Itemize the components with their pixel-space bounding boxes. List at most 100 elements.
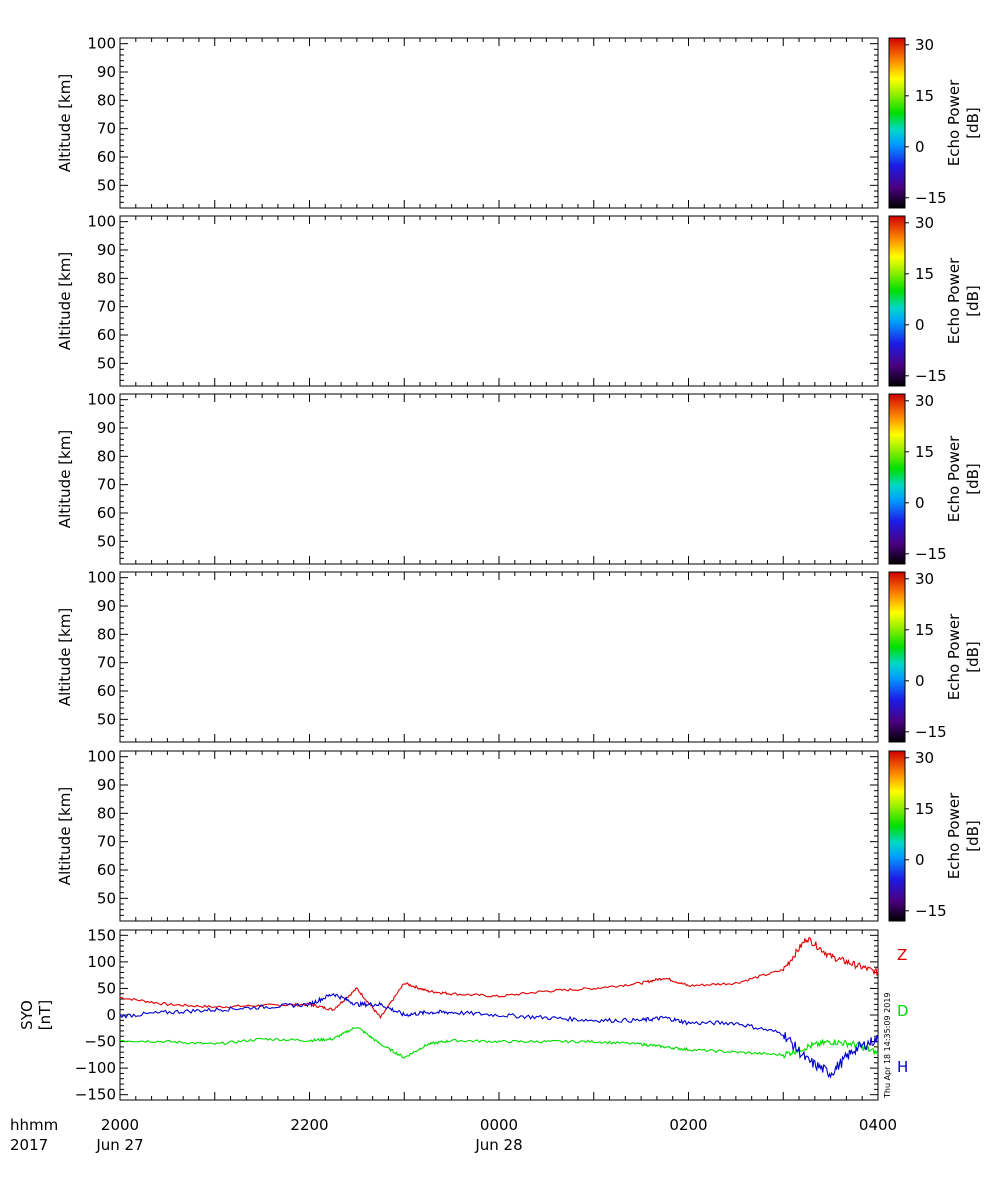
y-tick-label: 80 xyxy=(97,269,116,287)
y-axis-label: Altitude [km] xyxy=(56,252,74,350)
y-axis-label: Altitude [km] xyxy=(56,608,74,706)
y-tick-label: 70 xyxy=(97,476,116,494)
colorbar-tick-label: −15 xyxy=(915,723,947,741)
y-axis-label: Altitude [km] xyxy=(56,430,74,528)
y-tick-label: 60 xyxy=(97,682,116,700)
colorbar xyxy=(888,750,906,922)
y-tick-label: 90 xyxy=(97,241,116,259)
y-axis-label: [nT] xyxy=(36,1000,54,1030)
heatmap-panel-5: 50 60 70 80 90 100 Altitude [km] 30 15 0 −15 Echo P… xyxy=(56,748,982,922)
y-tick-label: 100 xyxy=(87,391,116,409)
series-Z-line xyxy=(119,937,879,1020)
y-tick-label: 150 xyxy=(87,926,116,944)
plot-frame xyxy=(119,215,879,387)
colorbar-label: Echo Power xyxy=(945,435,963,522)
series-D-line xyxy=(119,1026,879,1060)
y-tick-label: 100 xyxy=(87,953,116,971)
colorbar-tick-label: 30 xyxy=(915,570,934,588)
colorbar-tick-label: 0 xyxy=(915,316,925,334)
y-tick-label: 80 xyxy=(97,447,116,465)
y-tick-label: 50 xyxy=(97,710,116,728)
y-tick-label: 80 xyxy=(97,91,116,109)
colorbar-tick-label: 0 xyxy=(915,851,925,869)
y-tick-label: 90 xyxy=(97,63,116,81)
colorbar-tick-label: 15 xyxy=(915,443,934,461)
y-tick-label: 100 xyxy=(87,213,116,231)
colorbar-tick-label: 30 xyxy=(915,36,934,54)
colorbar-label: [dB] xyxy=(964,107,982,139)
y-tick-label: 80 xyxy=(97,804,116,822)
colorbar xyxy=(888,215,906,387)
plot-timestamp: Thu Apr 18 14:35:09 2019 xyxy=(883,992,892,1099)
heatmap-panel-4: 50 60 70 80 90 100 Altitude [km] 30 15 0 −15 Echo P… xyxy=(56,569,982,743)
y-tick-label: 90 xyxy=(97,419,116,437)
y-tick-label: 70 xyxy=(97,833,116,851)
y-tick-label: 60 xyxy=(97,326,116,344)
y-axis-label: SYO xyxy=(18,1000,36,1030)
y-tick-label: 90 xyxy=(97,776,116,794)
y-axis-label: Altitude [km] xyxy=(56,787,74,885)
x-date-label: Jun 27 xyxy=(95,1136,143,1154)
heatmap-panel-1: 50 60 70 80 90 100 Altitude [km] 30 15 0 −15 Echo P… xyxy=(56,35,982,209)
y-tick-label: 0 xyxy=(106,1006,116,1024)
x-tick-label: 0200 xyxy=(669,1116,707,1134)
colorbar-tick-label: 15 xyxy=(915,87,934,105)
y-tick-label: 70 xyxy=(97,654,116,672)
colorbar-tick-label: 15 xyxy=(915,621,934,639)
y-tick-label: −50 xyxy=(84,1033,116,1051)
y-tick-label: 50 xyxy=(97,176,116,194)
y-tick-label: 50 xyxy=(97,979,116,997)
plot-frame xyxy=(119,571,879,743)
axis-row-label: 2017 xyxy=(10,1136,48,1154)
colorbar-tick-label: −15 xyxy=(915,367,947,385)
axis-row-label: hhmm xyxy=(10,1116,58,1134)
y-tick-label: 100 xyxy=(87,748,116,766)
y-tick-label: 60 xyxy=(97,148,116,166)
y-axis-label: Altitude [km] xyxy=(56,74,74,172)
heatmap-panel-3: 50 60 70 80 90 100 Altitude [km] 30 15 0 −15 Echo P… xyxy=(56,391,982,565)
series-H-line xyxy=(119,992,879,1079)
y-tick-label: 80 xyxy=(97,625,116,643)
plot-frame xyxy=(119,393,879,565)
x-tick-label: 0000 xyxy=(480,1116,518,1134)
y-tick-label: 50 xyxy=(97,354,116,372)
y-tick-label: 100 xyxy=(87,35,116,53)
y-tick-label: 60 xyxy=(97,861,116,879)
plot-frame xyxy=(119,929,879,1101)
y-tick-label: 70 xyxy=(97,120,116,138)
colorbar-label: [dB] xyxy=(964,820,982,852)
y-tick-label: 50 xyxy=(97,532,116,550)
series-label-H: H xyxy=(897,1058,908,1076)
colorbar-tick-label: 30 xyxy=(915,392,934,410)
colorbar-tick-label: 0 xyxy=(915,494,925,512)
colorbar xyxy=(888,393,906,565)
colorbar-tick-label: −15 xyxy=(915,545,947,563)
x-tick-label: 2000 xyxy=(101,1116,139,1134)
colorbar-tick-label: 30 xyxy=(915,749,934,767)
x-tick-label: 0400 xyxy=(859,1116,897,1134)
y-tick-label: −100 xyxy=(75,1059,116,1077)
colorbar-tick-label: 30 xyxy=(915,214,934,232)
plot-frame xyxy=(119,37,879,209)
colorbar-tick-label: 15 xyxy=(915,800,934,818)
x-date-label: Jun 28 xyxy=(474,1136,522,1154)
heatmap-panel-2: 50 60 70 80 90 100 Altitude [km] 30 15 0 −15 Echo P… xyxy=(56,213,982,387)
colorbar-label: Echo Power xyxy=(945,257,963,344)
series-group xyxy=(119,937,879,1079)
y-tick-label: 50 xyxy=(97,889,116,907)
colorbar xyxy=(888,37,906,209)
y-tick-label: 60 xyxy=(97,504,116,522)
colorbar-label: [dB] xyxy=(964,641,982,673)
colorbar-tick-label: −15 xyxy=(915,189,947,207)
colorbar-label: Echo Power xyxy=(945,792,963,879)
colorbar-tick-label: −15 xyxy=(915,902,947,920)
y-tick-label: 70 xyxy=(97,298,116,316)
colorbar-label: [dB] xyxy=(964,463,982,495)
y-tick-label: 100 xyxy=(87,569,116,587)
colorbar-label: [dB] xyxy=(964,285,982,317)
line-panel: 150 100 50 0 −50 −100 −150 SYO [nT] Z D H xyxy=(18,926,909,1103)
colorbar-tick-label: 0 xyxy=(915,138,925,156)
colorbar-tick-label: 15 xyxy=(915,265,934,283)
